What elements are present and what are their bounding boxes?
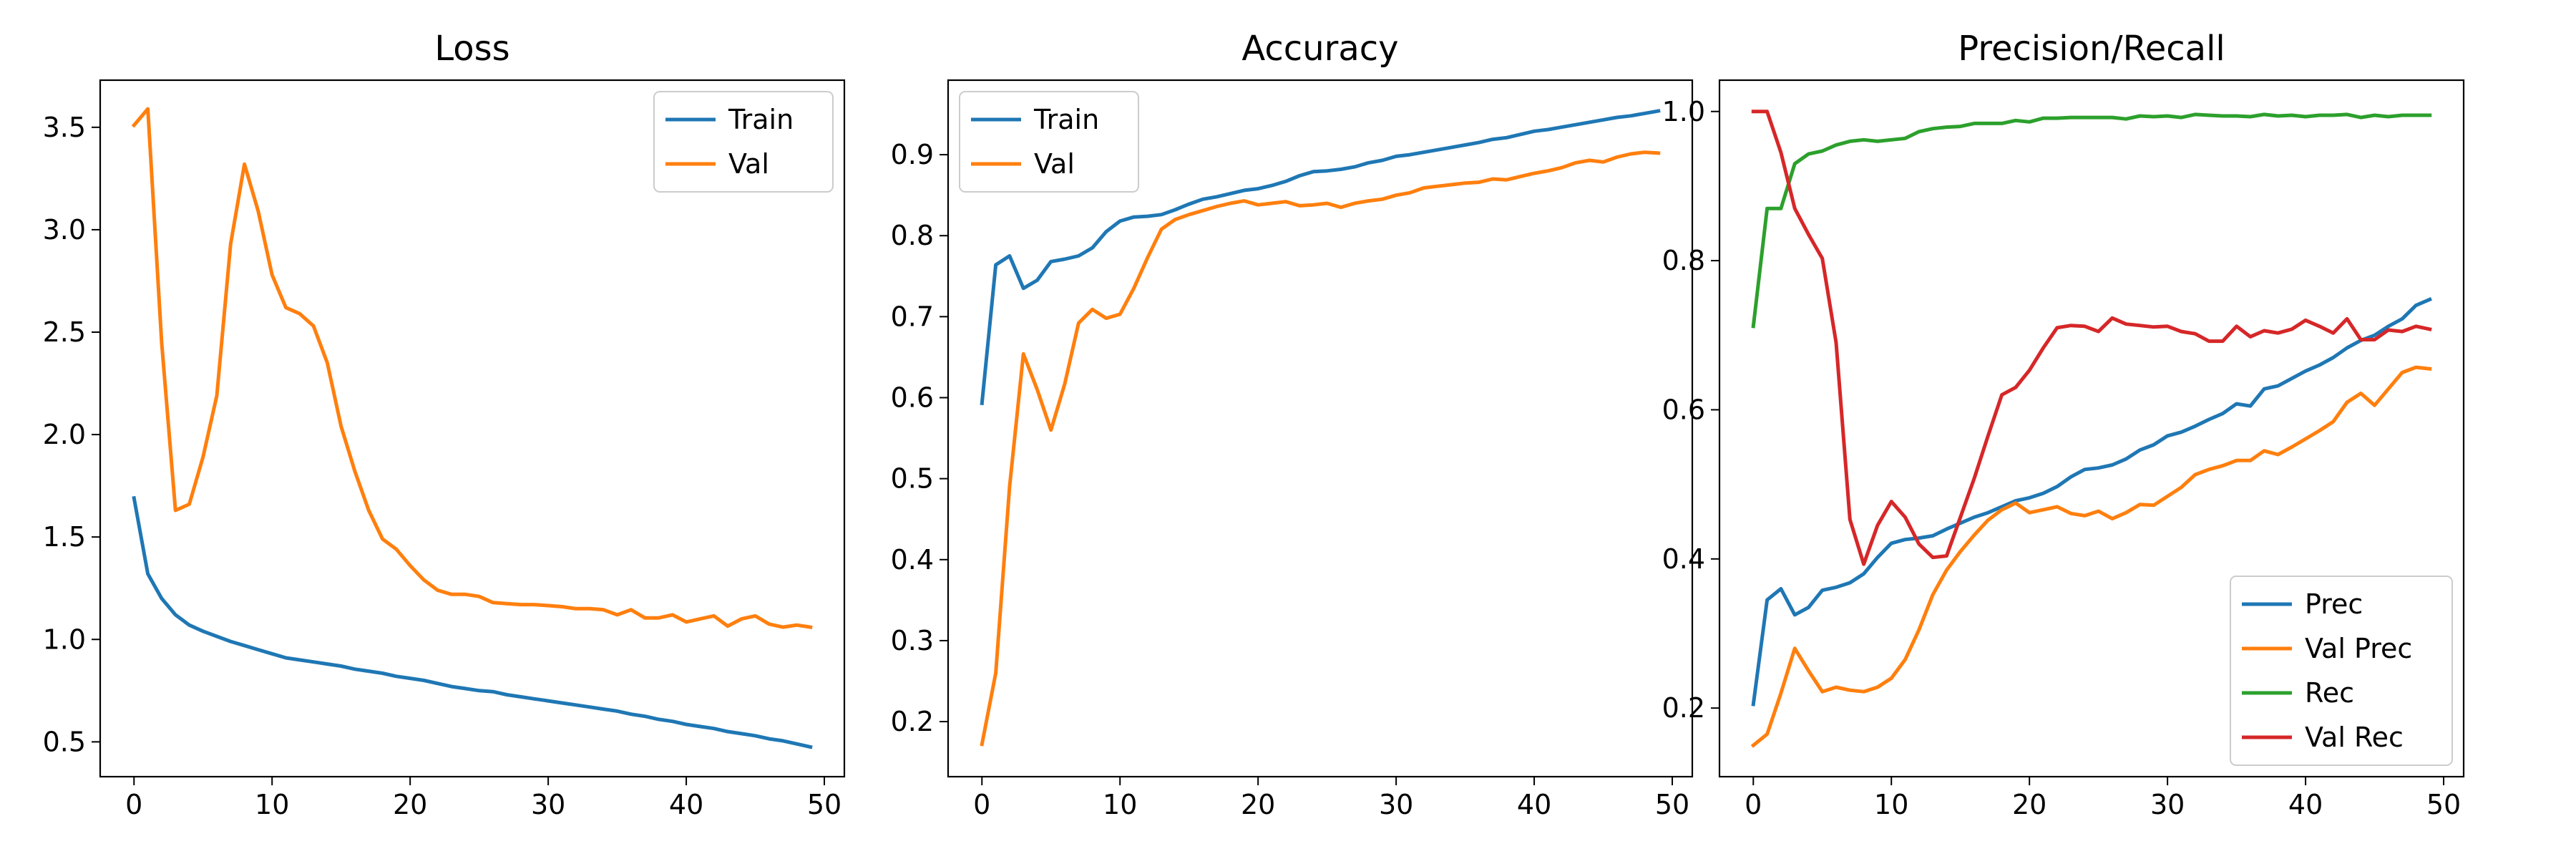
x-tick-label: 10 xyxy=(1874,789,1908,820)
x-tick-label: 0 xyxy=(125,789,142,820)
legend-label-val: Val xyxy=(728,148,769,180)
x-tick-label: 30 xyxy=(1379,789,1413,820)
y-tick-label: 0.5 xyxy=(43,726,86,757)
loss-plot-lines xyxy=(131,107,813,749)
legend-box xyxy=(653,91,834,193)
accuracy-plot-lines xyxy=(980,109,1661,747)
x-tick-label: 40 xyxy=(2288,789,2323,820)
precision-recall-panel: 0 10 20 30 40 50 0.2 0.4 0.6 0.8 1.0 Precision/Re… xyxy=(1662,29,2465,820)
precision-recall-series-val-prec-line xyxy=(1750,365,2432,748)
legend-label-prec: Prec xyxy=(2305,588,2363,620)
accuracy-y-ticks: 0.2 0.3 0.4 0.5 0.6 0.7 0.8 0.9 xyxy=(891,139,948,737)
y-tick-label: 0.4 xyxy=(1662,543,1705,575)
x-tick-label: 40 xyxy=(669,789,703,820)
loss-axes-frame xyxy=(99,79,846,778)
x-tick-label: 20 xyxy=(1241,789,1275,820)
y-tick-label: 0.8 xyxy=(891,220,934,251)
x-tick-label: 10 xyxy=(255,789,289,820)
legend-label-val-rec: Val Rec xyxy=(2305,722,2404,753)
legend-label-train: Train xyxy=(728,104,794,135)
x-tick-label: 20 xyxy=(2012,789,2046,820)
loss-y-ticks: 0.5 1.0 1.5 2.0 2.5 3.0 3.5 xyxy=(43,112,100,757)
x-tick-label: 10 xyxy=(1103,789,1137,820)
accuracy-series-val-line xyxy=(980,150,1661,747)
x-tick-label: 30 xyxy=(531,789,565,820)
legend-label-rec: Rec xyxy=(2305,677,2354,709)
y-tick-label: 0.4 xyxy=(891,544,934,576)
y-tick-label: 1.5 xyxy=(43,521,86,553)
x-tick-label: 20 xyxy=(393,789,427,820)
precision-recall-series-prec-line xyxy=(1751,297,2432,707)
x-tick-label: 0 xyxy=(973,789,990,820)
loss-series-train-line xyxy=(132,495,813,749)
y-tick-label: 3.5 xyxy=(43,112,86,143)
loss-panel: 0 10 20 30 40 50 0.5 1.0 1.5 2.0 2.5 3.0 3.5 Loss T… xyxy=(43,29,846,820)
accuracy-panel: 0 10 20 30 40 50 0.2 0.3 0.4 0.5 0.6 0.7 0.8 0.9 Acc… xyxy=(891,29,1694,820)
precision-recall-series-val-rec-line xyxy=(1751,110,2432,566)
x-tick-label: 50 xyxy=(2426,789,2461,820)
y-tick-label: 3.0 xyxy=(43,214,86,246)
accuracy-chart-title: Accuracy xyxy=(1241,29,1398,69)
y-tick-label: 0.3 xyxy=(891,625,934,656)
legend-label-val: Val xyxy=(1034,148,1075,180)
precision-recall-legend: Prec Val Prec Rec Val Rec xyxy=(2230,576,2453,766)
loss-legend: Train Val xyxy=(653,91,834,193)
x-tick-label: 50 xyxy=(807,789,841,820)
y-tick-label: 0.9 xyxy=(891,139,934,170)
x-tick-label: 0 xyxy=(1745,789,1762,820)
precision-recall-x-ticks: 0 10 20 30 40 50 xyxy=(1745,777,2461,820)
accuracy-legend: Train Val xyxy=(959,91,1139,193)
y-tick-label: 2.0 xyxy=(43,419,86,450)
y-tick-label: 0.6 xyxy=(1662,394,1705,425)
precision-recall-y-ticks: 0.2 0.4 0.6 0.8 1.0 xyxy=(1662,96,1719,724)
accuracy-x-ticks: 0 10 20 30 40 50 xyxy=(973,777,1689,820)
precision-recall-plot-lines xyxy=(1750,110,2432,748)
loss-chart-title: Loss xyxy=(434,29,509,69)
loss-series-val-line xyxy=(131,107,813,629)
x-tick-label: 40 xyxy=(1517,789,1551,820)
y-tick-label: 2.5 xyxy=(43,316,86,348)
y-tick-label: 0.8 xyxy=(1662,245,1705,276)
legend-label-val-prec: Val Prec xyxy=(2305,633,2412,664)
y-tick-label: 0.2 xyxy=(891,706,934,737)
y-tick-label: 1.0 xyxy=(43,623,86,655)
precision-recall-series-rec-line xyxy=(1751,112,2432,329)
precision-recall-chart-title: Precision/Recall xyxy=(1958,29,2225,69)
y-tick-label: 0.6 xyxy=(891,382,934,414)
y-tick-label: 0.7 xyxy=(891,301,934,332)
loss-x-ticks: 0 10 20 30 40 50 xyxy=(125,777,841,820)
y-tick-label: 0.5 xyxy=(891,463,934,495)
legend-label-train: Train xyxy=(1033,104,1099,135)
accuracy-axes-frame xyxy=(947,79,1694,778)
legend-box xyxy=(2230,576,2453,766)
accuracy-series-train-line xyxy=(980,109,1661,406)
legend-box xyxy=(959,91,1139,193)
y-tick-label: 1.0 xyxy=(1662,96,1705,127)
x-tick-label: 30 xyxy=(2150,789,2185,820)
y-tick-label: 0.2 xyxy=(1662,692,1705,724)
precision-recall-axes-frame xyxy=(1718,79,2465,778)
x-tick-label: 50 xyxy=(1655,789,1689,820)
